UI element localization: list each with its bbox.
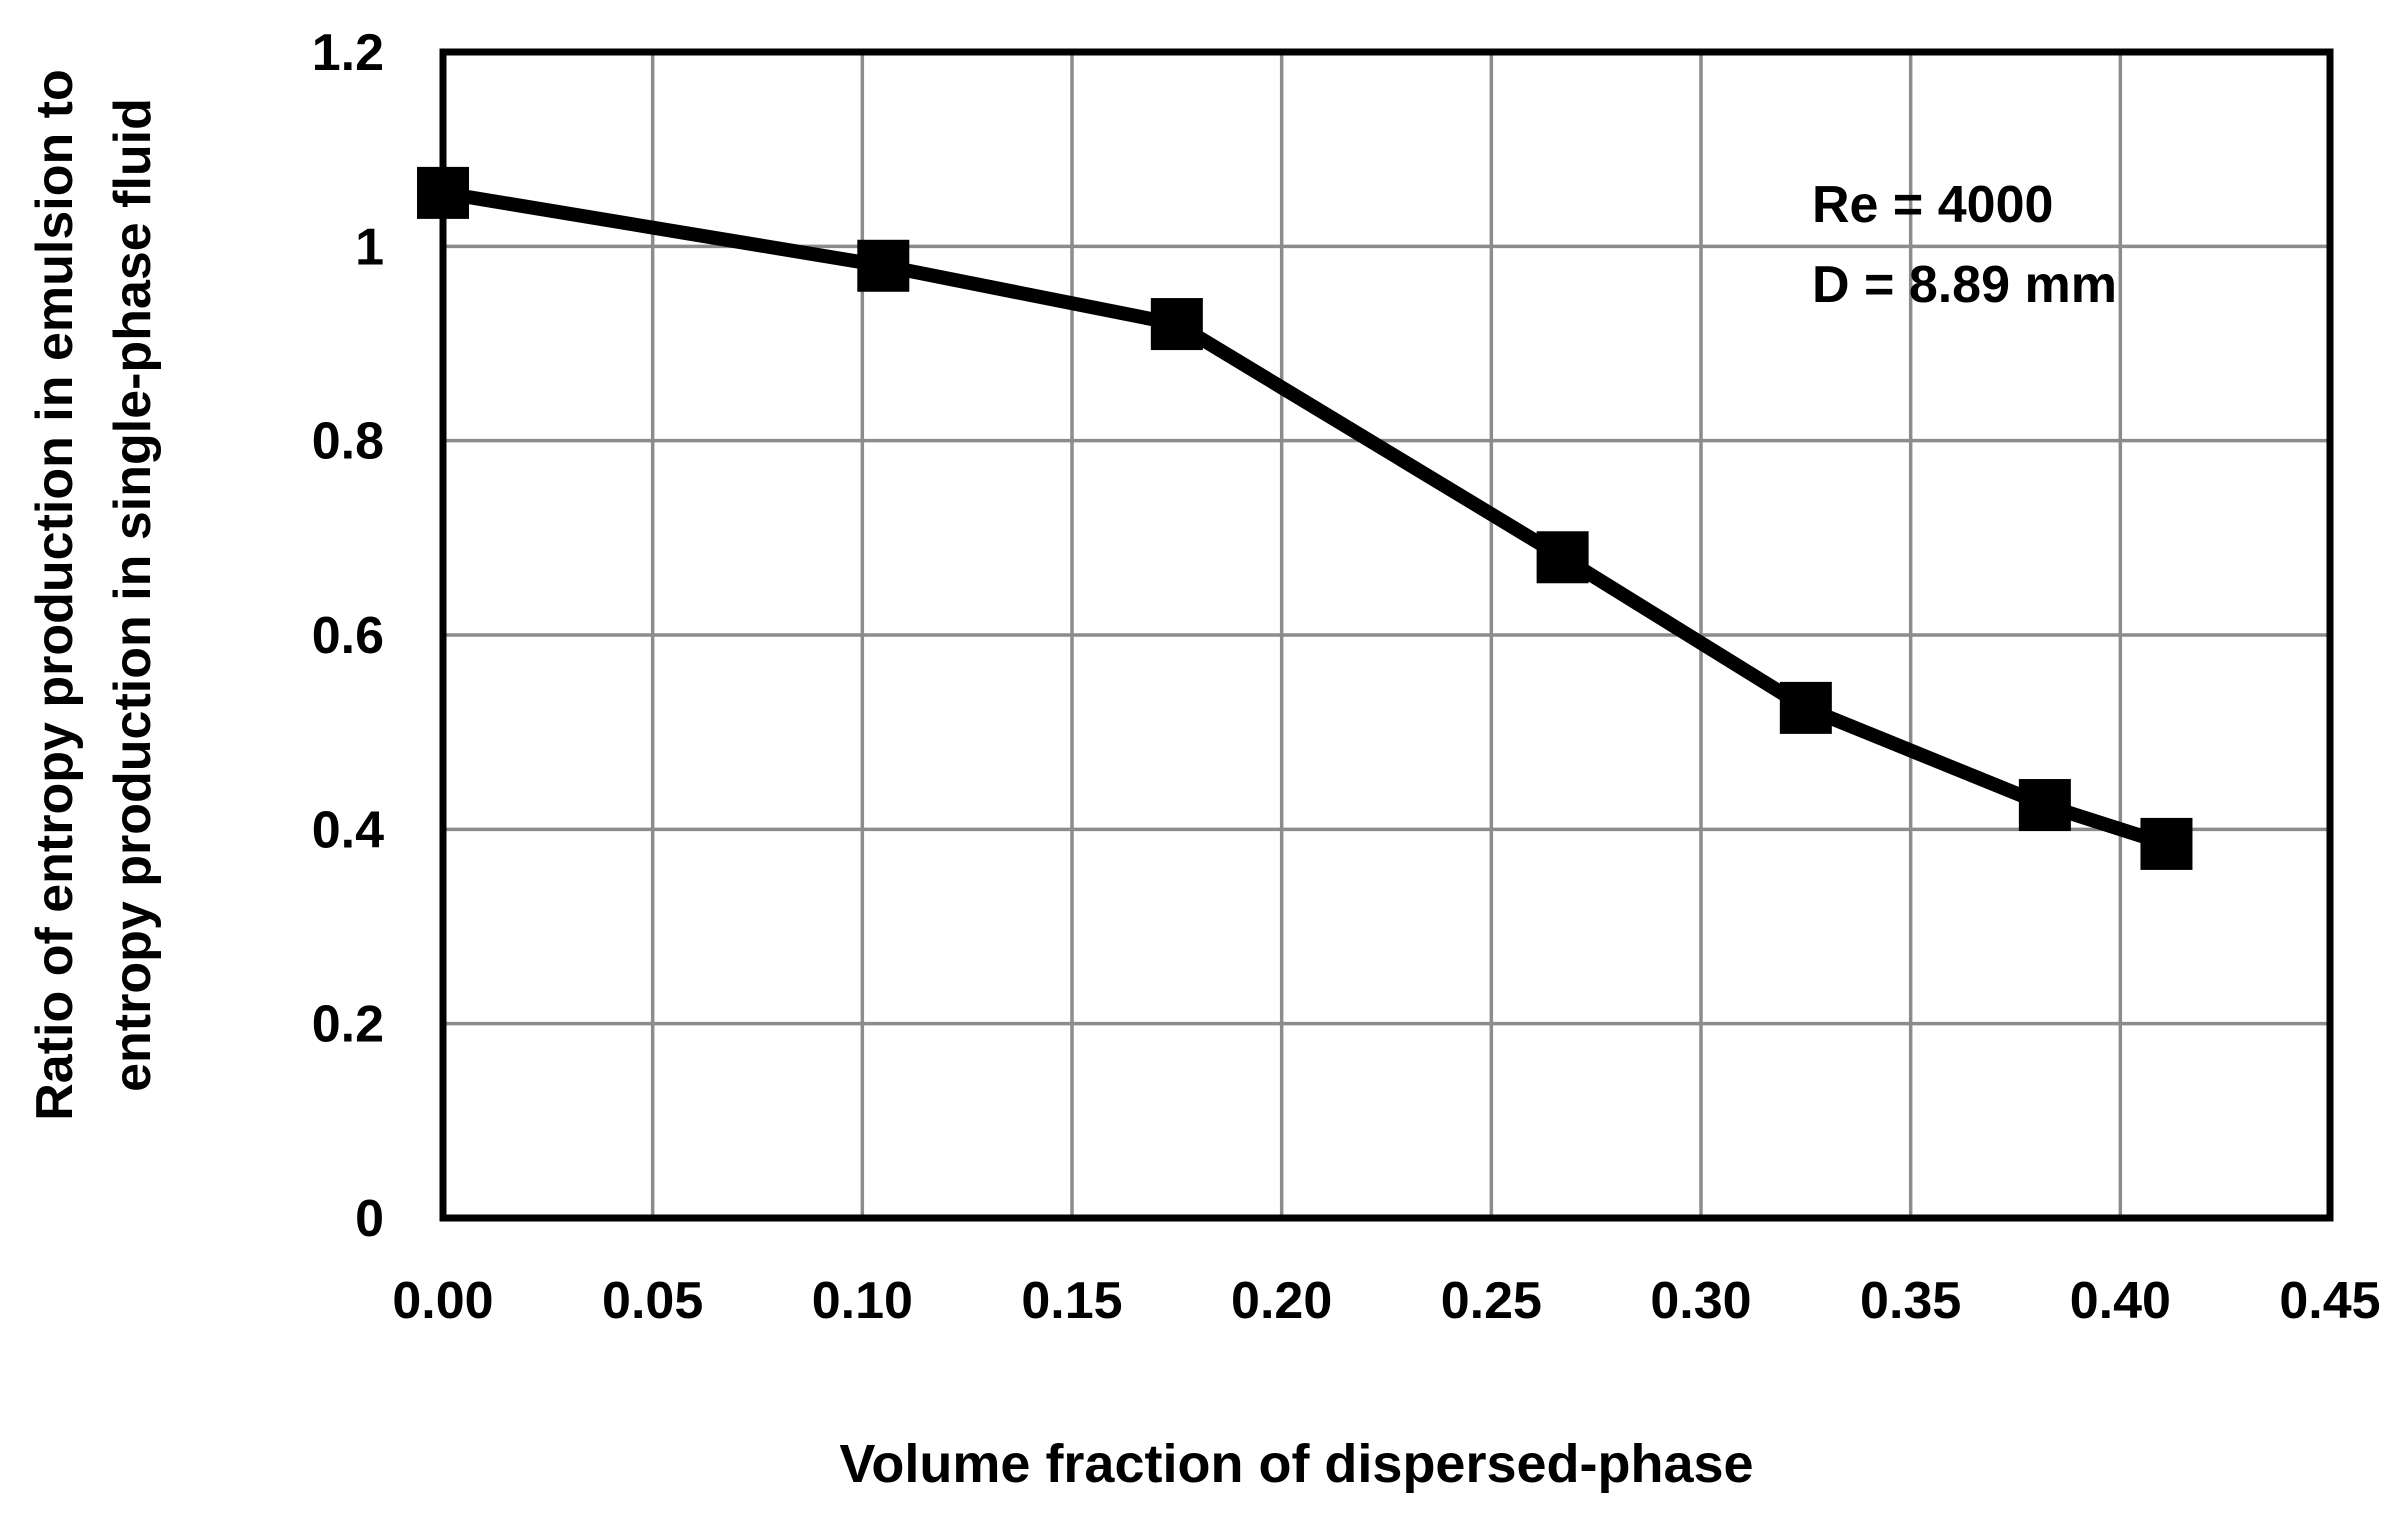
x-tick-label: 0.30: [1650, 1272, 1751, 1330]
axes: [439, 48, 2334, 1222]
y-tick-label: 0.4: [312, 801, 384, 859]
data-point: [2018, 779, 2071, 832]
x-axis-label: Volume fraction of dispersed-phase: [839, 1434, 1753, 1494]
data-point: [2140, 817, 2193, 870]
annotation-text: Re = 4000: [1812, 176, 2053, 234]
x-tick-label: 0.05: [602, 1272, 703, 1330]
y-tick-label: 0.8: [312, 413, 384, 471]
y-axis-label: Ratio of entropy production in emulsion …: [26, 69, 84, 1121]
data-point: [1536, 531, 1589, 584]
tick-labels: 0.00 0.05 0.10 0.15 0.20 0.25 0.30 0.35 0.40 0.45…: [312, 24, 2381, 1330]
x-tick-label: 0.00: [392, 1272, 493, 1330]
x-tick-label: 0.25: [1441, 1272, 1542, 1330]
y-tick-label: 0: [355, 1190, 384, 1248]
x-tick-label: 0.45: [2279, 1272, 2380, 1330]
data-point: [1150, 298, 1203, 351]
y-axis-label: entropy production in single-phase fluid: [104, 98, 162, 1092]
data-point: [1779, 681, 1832, 734]
x-tick-label: 0.10: [812, 1272, 913, 1330]
y-tick-label: 1: [355, 218, 384, 276]
plot-border: [439, 48, 2334, 1222]
axis-labels: Volume fraction of dispersed-phase Ratio …: [26, 69, 1754, 1494]
x-tick-label: 0.20: [1231, 1272, 1332, 1330]
x-tick-label: 0.35: [1860, 1272, 1961, 1330]
data-point: [857, 239, 910, 292]
data-point: [417, 166, 469, 219]
y-tick-label: 0.2: [312, 996, 384, 1054]
series: [417, 166, 2193, 870]
annotation-text: D = 8.89 mm: [1812, 256, 2117, 314]
y-tick-label: 0.6: [312, 607, 384, 665]
y-tick-label: 1.2: [312, 24, 384, 82]
annotations: Re = 4000 D = 8.89 mm: [1812, 176, 2117, 314]
x-tick-label: 0.15: [1021, 1272, 1122, 1330]
x-tick-label: 0.40: [2070, 1272, 2171, 1330]
